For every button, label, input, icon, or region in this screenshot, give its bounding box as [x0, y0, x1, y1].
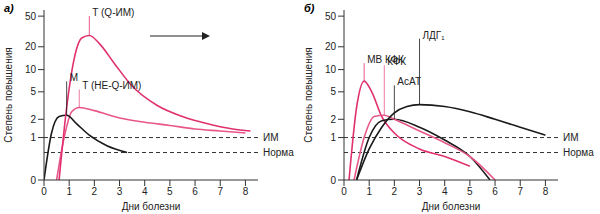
svg-text:50: 50	[325, 11, 337, 22]
svg-text:ЛДГ₁: ЛДГ₁	[423, 30, 446, 41]
svg-text:0: 0	[30, 175, 36, 186]
svg-text:5: 5	[30, 86, 36, 97]
svg-text:T (Q-ИМ): T (Q-ИМ)	[92, 7, 134, 18]
svg-text:2: 2	[30, 114, 36, 125]
svg-text:6: 6	[492, 186, 498, 197]
svg-text:7: 7	[217, 186, 223, 197]
svg-text:Дни болезни: Дни болезни	[422, 201, 481, 212]
svg-text:5: 5	[167, 186, 173, 197]
svg-text:Норма: Норма	[563, 147, 592, 158]
svg-text:Дни болезни: Дни болезни	[122, 201, 181, 212]
html-text:б): б)	[304, 2, 315, 14]
svg-text:4: 4	[142, 186, 148, 197]
svg-text:0: 0	[341, 186, 347, 197]
svg-text:20: 20	[25, 41, 37, 52]
svg-text:3: 3	[117, 186, 123, 197]
svg-text:3: 3	[417, 186, 423, 197]
svg-text:Степень повышения: Степень повышения	[303, 47, 314, 142]
svg-text:1: 1	[366, 186, 372, 197]
svg-text:8: 8	[543, 186, 549, 197]
svg-text:50: 50	[25, 11, 37, 22]
svg-text:0: 0	[41, 186, 47, 197]
svg-text:Норма: Норма	[263, 147, 294, 158]
svg-text:Степень повышения: Степень повышения	[8, 47, 14, 142]
svg-text:ИМ: ИМ	[563, 132, 579, 143]
svg-text:7: 7	[517, 186, 523, 197]
svg-text:5: 5	[330, 86, 336, 97]
svg-text:2: 2	[392, 186, 398, 197]
svg-text:2: 2	[92, 186, 98, 197]
svg-text:10: 10	[25, 64, 37, 75]
svg-text:ИМ: ИМ	[263, 132, 279, 143]
svg-text:MB КФК: MB КФК	[367, 54, 404, 66]
svg-text:10: 10	[325, 64, 337, 75]
svg-text:6: 6	[192, 186, 198, 197]
html-text:а): а)	[4, 2, 14, 14]
svg-text:1: 1	[330, 132, 336, 143]
svg-text:M: M	[70, 72, 78, 83]
svg-text:2: 2	[330, 114, 336, 125]
svg-text:8: 8	[243, 186, 249, 197]
svg-text:5: 5	[467, 186, 473, 197]
svg-text:КФК: КФК	[387, 56, 406, 67]
svg-text:АсАТ: АсАТ	[397, 76, 421, 87]
svg-text:4: 4	[442, 186, 448, 197]
svg-text:1: 1	[66, 186, 72, 197]
svg-text:20: 20	[325, 41, 337, 52]
svg-text:0: 0	[330, 175, 336, 186]
svg-text:T (НЕ-Q-ИМ): T (НЕ-Q-ИМ)	[82, 80, 141, 91]
svg-text:1: 1	[30, 132, 36, 143]
